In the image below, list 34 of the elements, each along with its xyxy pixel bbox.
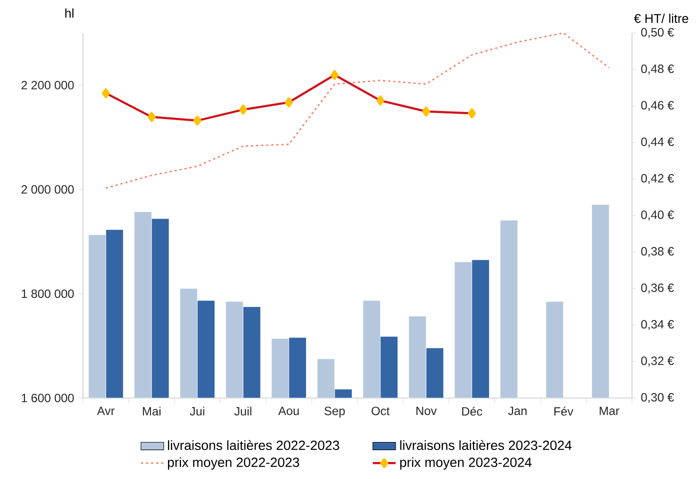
x-tick-label: Mar (600, 406, 620, 416)
x-tick-label: Jui (190, 406, 204, 416)
x-tick-label: Fév (554, 406, 574, 416)
y2-tick-label: 0,30 € (641, 393, 674, 403)
x-tick-label: Oct (372, 406, 390, 416)
x-tick-label: Déc (462, 406, 482, 416)
y2-tick-label: 0,40 € (641, 210, 674, 220)
y-tick-label: 2 000 000 (22, 185, 74, 194)
y-tick-label: 2 200 000 (22, 80, 74, 90)
legend-label: prix moyen 2023-2024 (400, 457, 532, 470)
y2-tick-label: 0,46 € (641, 101, 674, 111)
y-tick-label: 1 600 000 (22, 394, 74, 402)
x-tick-label: Nov (416, 406, 437, 416)
x-tick-label: Jan (508, 406, 527, 416)
y-axis-title: hl (65, 8, 74, 18)
legend-label: prix moyen 2022-2023 (168, 457, 300, 470)
y2-tick-label: 0,42 € (641, 174, 674, 184)
y2-tick-label: 0,44 € (641, 138, 674, 148)
x-tick-label: Sep (324, 406, 345, 418)
y2-tick-label: 0,32 € (641, 356, 674, 366)
x-tick-label: Aou (278, 406, 299, 416)
y2-tick-label: 0,48 € (641, 64, 674, 74)
y2-tick-label: 0,50 € (641, 28, 674, 38)
x-tick-label: Avr (97, 406, 115, 415)
y2-tick-label: 0,38 € (641, 247, 674, 257)
y2-axis-title: € HT/ litre (634, 14, 688, 23)
x-tick-label: Juil (234, 406, 252, 416)
line-series (105, 33, 610, 189)
x-tick-label: Mai (142, 406, 160, 416)
y2-tick-label: 0,34 € (641, 320, 674, 330)
legend-label: livraisons laitières 2022-2023 (168, 440, 340, 450)
legend-label: livraisons laitières 2023-2024 (400, 440, 572, 450)
y2-tick-label: 0,36 € (641, 284, 674, 294)
y-tick-label: 1 800 000 (22, 289, 74, 298)
